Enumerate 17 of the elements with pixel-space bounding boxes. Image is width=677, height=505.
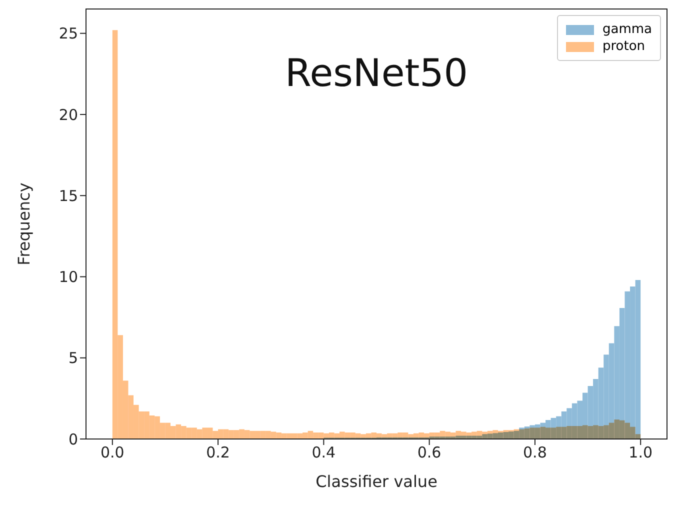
legend-label: proton bbox=[602, 39, 646, 54]
y-tick-label: 10 bbox=[58, 268, 78, 286]
y-tick-label: 25 bbox=[58, 24, 78, 43]
x-tick-label: 1.0 bbox=[628, 444, 653, 462]
text: ResNet50 bbox=[285, 51, 468, 95]
legend-label: gamma bbox=[602, 22, 652, 37]
x-tick-label: 0.4 bbox=[312, 444, 336, 462]
y-tick-label: 0 bbox=[68, 430, 78, 448]
x-axis-title: Classifier value bbox=[316, 472, 438, 491]
y-axis-title: Frequency bbox=[14, 182, 34, 266]
x-tick-label: 0.0 bbox=[100, 444, 124, 462]
y-tick-label: 15 bbox=[58, 186, 78, 205]
x-tick-label: 0.2 bbox=[206, 444, 230, 462]
y-tick-label: 20 bbox=[58, 106, 78, 124]
x-tick-label: 0.6 bbox=[417, 444, 442, 462]
y-tick-label: 5 bbox=[68, 349, 78, 368]
x-tick-label: 0.8 bbox=[523, 444, 547, 462]
